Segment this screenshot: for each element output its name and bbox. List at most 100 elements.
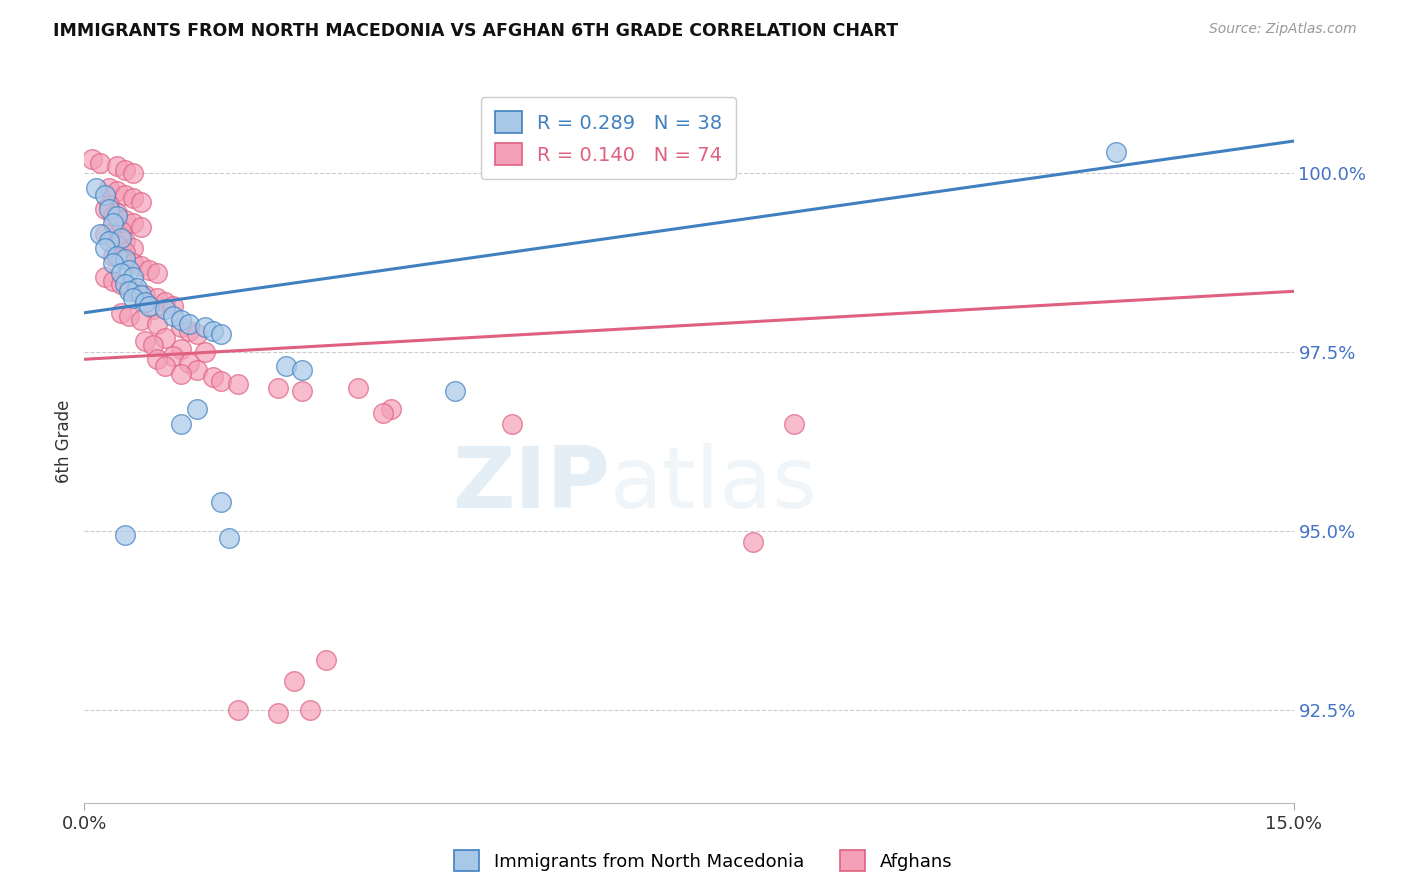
Point [274,359,297,374]
Legend: Immigrants from North Macedonia, Afghans: Immigrants from North Macedonia, Afghans [447,843,959,879]
Point [105,205,128,219]
Point [114,244,136,259]
Point [186,363,208,377]
Point [226,377,249,392]
Point [267,706,290,721]
Point [170,313,193,327]
Point [129,260,152,274]
Point [1105,145,1128,159]
Point [129,219,152,234]
Point [93,241,115,255]
Point [209,495,232,509]
Point [105,248,128,262]
Point [162,349,184,363]
Point [179,317,201,331]
Point [89,155,111,169]
Text: Source: ZipAtlas.com: Source: ZipAtlas.com [1209,22,1357,37]
Point [118,281,141,295]
Point [125,281,148,295]
Point [315,653,337,667]
Y-axis label: 6th Grade: 6th Grade [55,400,73,483]
Point [114,277,136,292]
Point [110,267,132,281]
Point [501,417,523,431]
Point [153,302,176,317]
Point [138,263,160,277]
Point [170,342,193,356]
Point [110,223,132,237]
Point [114,252,136,266]
Point [129,313,152,327]
Legend: R = 0.289   N = 38, R = 0.140   N = 74: R = 0.289 N = 38, R = 0.140 N = 74 [481,97,737,179]
Point [101,230,124,244]
Point [114,212,136,227]
Point [142,302,165,317]
Point [110,252,132,266]
Point [291,384,314,399]
Point [194,345,217,359]
Point [162,310,184,324]
Point [105,159,128,173]
Point [86,180,108,194]
Point [110,277,132,292]
Point [97,180,120,194]
Point [209,327,232,342]
Point [82,152,104,166]
Point [153,295,176,310]
Point [114,162,136,177]
Point [153,331,176,345]
Point [134,295,156,310]
Text: IMMIGRANTS FROM NORTH MACEDONIA VS AFGHAN 6TH GRADE CORRELATION CHART: IMMIGRANTS FROM NORTH MACEDONIA VS AFGHA… [53,22,898,40]
Point [186,402,208,417]
Point [121,216,143,230]
Point [267,381,290,395]
Point [101,209,124,223]
Point [101,274,124,288]
Point [105,237,128,252]
Point [186,327,208,342]
Point [444,384,467,399]
Point [146,317,169,331]
Point [170,367,193,381]
Point [118,285,141,299]
Point [114,234,136,248]
Point [226,703,249,717]
Point [121,166,143,180]
Point [146,292,169,306]
Point [121,191,143,205]
Point [170,417,193,431]
Text: atlas: atlas [610,443,818,526]
Point [783,417,806,431]
Point [179,324,201,338]
Point [118,263,141,277]
Point [371,406,394,420]
Point [347,381,370,395]
Point [89,227,111,241]
Point [218,531,240,545]
Point [110,306,132,320]
Point [146,352,169,367]
Point [742,534,765,549]
Point [121,256,143,270]
Point [97,234,120,248]
Point [101,248,124,262]
Point [202,324,225,338]
Point [129,194,152,209]
Point [202,370,225,384]
Point [142,338,165,352]
Point [118,310,141,324]
Text: ZIP: ZIP [453,443,610,526]
Point [209,374,232,388]
Point [380,402,402,417]
Point [153,359,176,374]
Point [97,198,120,212]
Point [125,285,148,299]
Point [134,334,156,349]
Point [179,356,201,370]
Point [114,187,136,202]
Point [93,270,115,285]
Point [114,527,136,541]
Point [101,216,124,230]
Point [138,299,160,313]
Point [283,674,305,689]
